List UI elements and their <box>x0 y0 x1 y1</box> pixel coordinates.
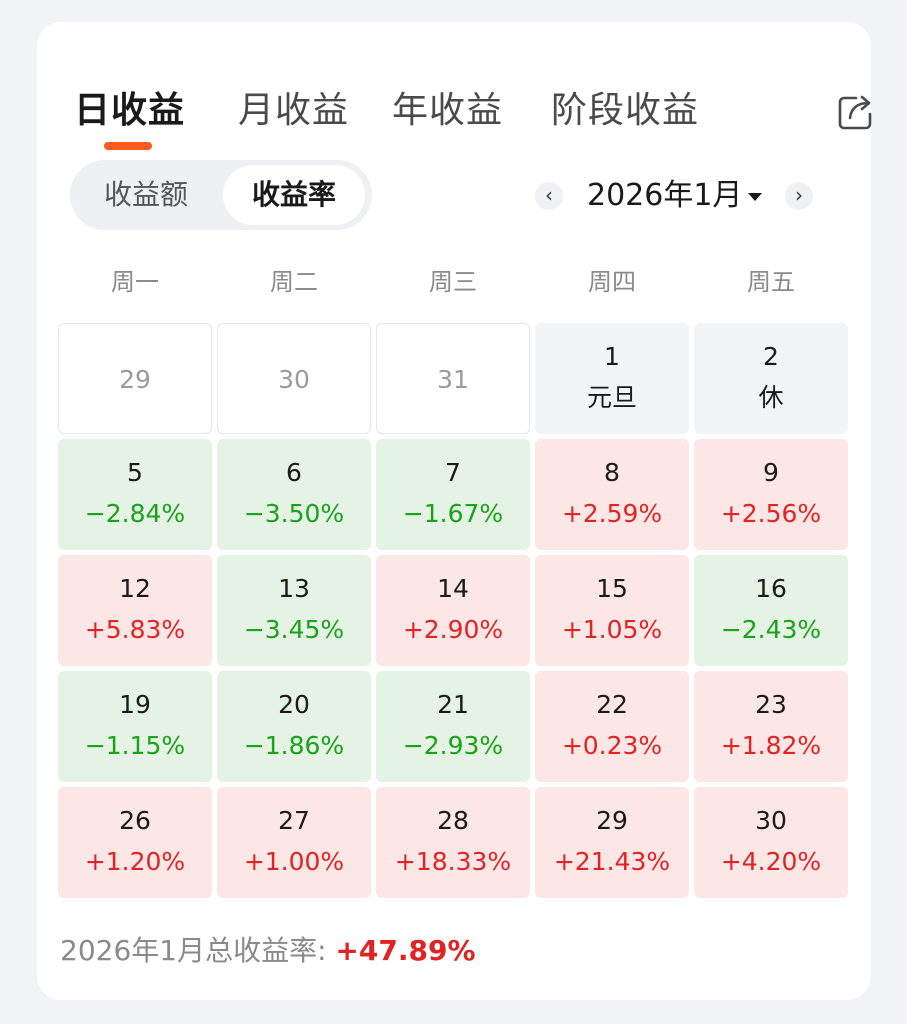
day-number: 20 <box>278 690 310 719</box>
day-number: 2 <box>763 342 779 371</box>
daily-return-rate: −3.50% <box>243 499 345 528</box>
month-label: 2026年1月 <box>587 178 743 213</box>
day-number: 23 <box>755 690 787 719</box>
share-icon[interactable] <box>834 90 878 134</box>
day-number: 14 <box>437 574 469 603</box>
daily-return-rate: +1.82% <box>720 731 822 760</box>
daily-return-rate: −2.84% <box>84 499 186 528</box>
day-number: 1 <box>604 342 620 371</box>
calendar-day-cell[interactable]: 7 −1.67% <box>376 439 530 550</box>
summary-label: 2026年1月总收益率: <box>60 934 327 967</box>
daily-return-rate: +2.56% <box>720 499 822 528</box>
month-summary: 2026年1月总收益率: +47.89% <box>60 930 476 972</box>
calendar-day-cell[interactable]: 30 +4.20% <box>694 787 848 898</box>
daily-return-rate: +1.05% <box>561 615 663 644</box>
holiday-label: 休 <box>758 383 784 412</box>
day-number: 15 <box>596 574 628 603</box>
daily-return-rate: +2.90% <box>402 615 504 644</box>
day-number: 13 <box>278 574 310 603</box>
calendar-day-cell[interactable]: 5 −2.84% <box>58 439 212 550</box>
calendar-day-cell[interactable]: 16 −2.43% <box>694 555 848 666</box>
day-number: 5 <box>127 458 143 487</box>
segment-amount[interactable]: 收益额 <box>103 178 188 211</box>
month-dropdown[interactable]: 2026年1月 <box>587 176 763 216</box>
day-number: 19 <box>119 690 151 719</box>
daily-return-rate: −2.93% <box>402 731 504 760</box>
weekday-header: 周一 周二 周三 周四 周五 <box>58 262 850 302</box>
calendar-day-cell[interactable]: 26 +1.20% <box>58 787 212 898</box>
daily-return-rate: +21.43% <box>553 847 671 876</box>
weekday-label: 周一 <box>111 268 159 296</box>
caret-down-icon <box>748 192 763 201</box>
calendar-day-cell[interactable]: 9 +2.56% <box>694 439 848 550</box>
day-number: 9 <box>763 458 779 487</box>
calendar-day-cell[interactable]: 14 +2.90% <box>376 555 530 666</box>
day-number: 29 <box>119 365 151 394</box>
calendar-day-cell[interactable]: 13 −3.45% <box>217 555 371 666</box>
calendar-day-cell[interactable]: 15 +1.05% <box>535 555 689 666</box>
day-number: 16 <box>755 574 787 603</box>
calendar-day-cell: 31 <box>376 323 530 434</box>
daily-return-rate: −2.43% <box>720 615 822 644</box>
day-number: 28 <box>437 806 469 835</box>
earnings-card: 日收益 月收益 年收益 阶段收益 收益额 收益率 ‹ 2026年1月 › 周一 … <box>37 22 872 1000</box>
holiday-label: 元旦 <box>586 383 637 412</box>
weekday-label: 周二 <box>270 268 318 296</box>
day-number: 12 <box>119 574 151 603</box>
tab-yearly-earnings[interactable]: 年收益 <box>392 90 504 131</box>
day-number: 21 <box>437 690 469 719</box>
day-number: 26 <box>119 806 151 835</box>
next-month-button[interactable]: › <box>785 182 813 210</box>
metric-segmented-control: 收益额 收益率 <box>70 160 372 230</box>
calendar-day-cell[interactable]: 27 +1.00% <box>217 787 371 898</box>
calendar-day-cell[interactable]: 6 −3.50% <box>217 439 371 550</box>
tab-bar: 日收益 月收益 年收益 阶段收益 <box>74 84 872 154</box>
day-number: 27 <box>278 806 310 835</box>
daily-return-rate: +1.00% <box>243 847 345 876</box>
summary-total-rate: +47.89% <box>335 934 476 967</box>
calendar-day-cell[interactable]: 21 −2.93% <box>376 671 530 782</box>
calendar-day-cell[interactable]: 28 +18.33% <box>376 787 530 898</box>
day-number: 6 <box>286 458 302 487</box>
daily-return-rate: −3.45% <box>243 615 345 644</box>
daily-return-rate: +2.59% <box>561 499 663 528</box>
tab-period-earnings[interactable]: 阶段收益 <box>551 90 700 131</box>
weekday-label: 周五 <box>747 268 795 296</box>
weekday-label: 周三 <box>429 268 477 296</box>
day-number: 30 <box>755 806 787 835</box>
day-number: 7 <box>445 458 461 487</box>
daily-return-rate: +18.33% <box>394 847 512 876</box>
day-number: 8 <box>604 458 620 487</box>
daily-return-rate: +0.23% <box>561 731 663 760</box>
daily-return-rate: +4.20% <box>720 847 822 876</box>
weekday-label: 周四 <box>588 268 636 296</box>
calendar-day-cell[interactable]: 19 −1.15% <box>58 671 212 782</box>
daily-return-rate: −1.67% <box>402 499 504 528</box>
day-number: 29 <box>596 806 628 835</box>
calendar-day-cell: 29 <box>58 323 212 434</box>
calendar-day-cell[interactable]: 8 +2.59% <box>535 439 689 550</box>
tab-monthly-earnings[interactable]: 月收益 <box>238 90 350 131</box>
day-number: 22 <box>596 690 628 719</box>
daily-return-rate: −1.86% <box>243 731 345 760</box>
day-number: 31 <box>437 365 469 394</box>
calendar-day-cell[interactable]: 20 −1.86% <box>217 671 371 782</box>
daily-return-rate: +5.83% <box>84 615 186 644</box>
calendar-day-cell[interactable]: 1 元旦 <box>535 323 689 434</box>
calendar-day-cell[interactable]: 29 +21.43% <box>535 787 689 898</box>
daily-return-rate: −1.15% <box>84 731 186 760</box>
month-selector: ‹ 2026年1月 › <box>535 172 835 220</box>
prev-month-button[interactable]: ‹ <box>535 182 563 210</box>
calendar-day-cell[interactable]: 22 +0.23% <box>535 671 689 782</box>
daily-return-rate: +1.20% <box>84 847 186 876</box>
segment-rate[interactable]: 收益率 <box>223 165 365 225</box>
calendar-day-cell[interactable]: 23 +1.82% <box>694 671 848 782</box>
day-number: 30 <box>278 365 310 394</box>
tab-daily-earnings[interactable]: 日收益 <box>74 90 186 131</box>
active-tab-indicator <box>104 142 152 150</box>
calendar-day-cell[interactable]: 12 +5.83% <box>58 555 212 666</box>
calendar-day-cell: 30 <box>217 323 371 434</box>
